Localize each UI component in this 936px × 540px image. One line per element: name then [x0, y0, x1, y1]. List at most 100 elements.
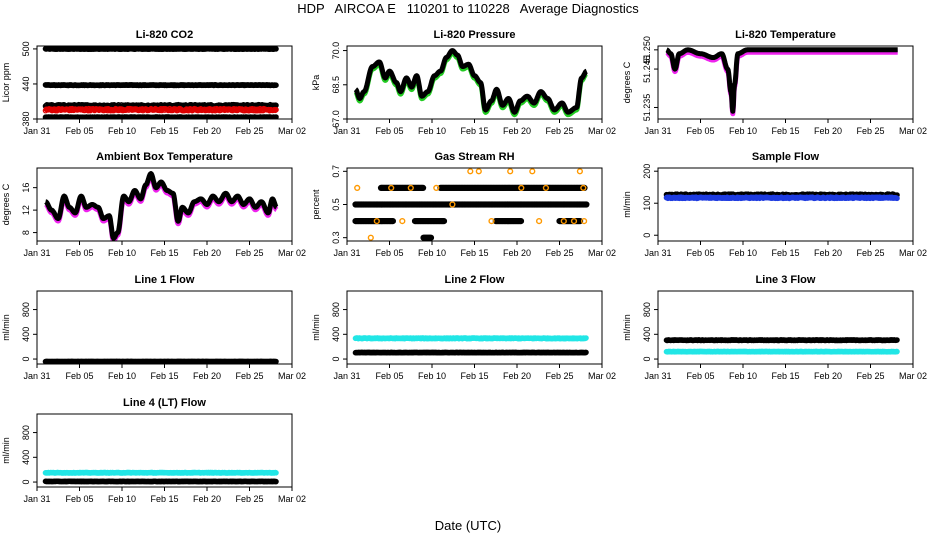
panel-sample-flow: Sample Flowml/min0100200Jan 31 Feb 05 Feb … — [622, 151, 927, 258]
y-axis-label: ml/min — [1, 437, 11, 464]
x-tick-label: Jan 31 — [23, 494, 50, 504]
x-tick-label: Feb 05 — [686, 248, 714, 258]
x-tick-label: Feb 15 — [150, 494, 178, 504]
x-tick-label: Feb 20 — [814, 126, 842, 136]
x-tick-label: Feb 10 — [418, 126, 446, 136]
y-axis-label: degrees C — [622, 61, 632, 103]
panel-title: Line 3 Flow — [756, 274, 816, 286]
series-line — [46, 174, 277, 239]
panel-title: Line 2 Flow — [445, 274, 505, 286]
panel-title: Gas Stream RH — [434, 151, 514, 163]
y-tick-label: 400 — [642, 327, 652, 342]
series-line-3-lo — [664, 349, 899, 354]
series-flow-b — [664, 195, 899, 201]
x-tick-label: Feb 05 — [65, 371, 93, 381]
data-marks — [43, 46, 278, 119]
plot-grid: Li-820 CO2Licor ppm380440500Jan 31 Feb 05… — [0, 0, 936, 540]
y-tick-label: 0 — [21, 480, 31, 485]
y-tick-label: 800 — [642, 302, 652, 317]
panel-gas-stream-rh: Gas Stream RHpercent0.30.50.7Jan 31 Feb 0… — [311, 151, 616, 258]
x-tick-label: Feb 15 — [771, 371, 799, 381]
x-tick-label: Mar 02 — [278, 126, 306, 136]
x-tick-label: Feb 25 — [545, 248, 573, 258]
series-line — [667, 50, 898, 112]
panel-li-820-co2: Li-820 CO2Licor ppm380440500Jan 31 Feb 05… — [1, 29, 306, 136]
y-tick-label: 0.5 — [331, 198, 341, 211]
diagnostics-figure: HDP AIRCOA E 110201 to 110228 Average Di… — [0, 0, 936, 540]
series-line-1 — [43, 359, 278, 364]
panel-frame — [658, 168, 913, 241]
y-tick-label: 0 — [331, 357, 341, 362]
y-axis-label: percent — [311, 189, 321, 220]
x-tick-label: Mar 02 — [899, 371, 927, 381]
y-tick-label: 0 — [21, 357, 31, 362]
y-axis-label: ml/min — [1, 314, 11, 341]
data-point — [530, 169, 535, 174]
x-tick-label: Feb 10 — [418, 248, 446, 258]
panel-title: Line 4 (LT) Flow — [123, 397, 206, 409]
x-tick-label: Feb 10 — [418, 371, 446, 381]
y-tick-label: 68.5 — [331, 76, 341, 94]
x-tick-label: Jan 31 — [23, 371, 50, 381]
y-axis-label: ml/min — [622, 314, 632, 341]
x-tick-label: Feb 25 — [235, 126, 263, 136]
x-tick-label: Feb 05 — [65, 126, 93, 136]
data-point — [355, 186, 360, 191]
y-tick-label: 440 — [21, 76, 31, 91]
x-tick-label: Feb 05 — [686, 126, 714, 136]
x-tick-label: Feb 10 — [729, 248, 757, 258]
x-tick-label: Feb 05 — [686, 371, 714, 381]
x-tick-label: Jan 31 — [644, 248, 671, 258]
series-rh-bands — [353, 186, 589, 241]
x-tick-label: Jan 31 — [333, 248, 360, 258]
data-marks — [43, 359, 278, 364]
x-tick-label: Feb 15 — [771, 248, 799, 258]
panel-ambient-box-temperature: Ambient Box Temperaturedegrees C81216Jan… — [1, 151, 306, 258]
x-tick-label: Feb 25 — [235, 494, 263, 504]
x-tick-label: Mar 02 — [588, 371, 616, 381]
data-marks — [356, 51, 587, 115]
y-axis-label: degrees C — [1, 183, 11, 225]
y-tick-label: 200 — [642, 164, 652, 179]
data-point — [508, 169, 513, 174]
x-tick-label: Feb 15 — [150, 248, 178, 258]
series-tank-high — [43, 46, 278, 51]
y-tick-label: 800 — [331, 302, 341, 317]
y-tick-label: 12 — [21, 205, 31, 215]
x-tick-label: Feb 20 — [503, 126, 531, 136]
series-temperature — [667, 50, 898, 114]
y-tick-label: 70.0 — [331, 42, 341, 60]
x-tick-label: Feb 20 — [503, 248, 531, 258]
y-tick-label: 800 — [21, 302, 31, 317]
x-tick-label: Feb 15 — [150, 371, 178, 381]
y-tick-label: 400 — [21, 450, 31, 465]
data-point — [468, 169, 473, 174]
x-tick-label: Feb 20 — [814, 248, 842, 258]
data-marks — [46, 174, 277, 241]
y-tick-label: 0.3 — [331, 231, 341, 244]
x-tick-label: Mar 02 — [588, 248, 616, 258]
panel-line-3-flow: Line 3 Flowml/min0400800Jan 31 Feb 05 Feb … — [622, 274, 927, 381]
x-tick-label: Feb 25 — [856, 371, 884, 381]
x-tick-label: Feb 25 — [235, 371, 263, 381]
x-tick-label: Feb 25 — [545, 371, 573, 381]
x-tick-label: Feb 10 — [729, 371, 757, 381]
x-tick-label: Jan 31 — [333, 371, 360, 381]
y-axis-label: Licor ppm — [1, 63, 11, 103]
data-point — [578, 169, 583, 174]
y-axis-label: ml/min — [622, 191, 632, 218]
x-tick-label: Mar 02 — [899, 248, 927, 258]
x-tick-label: Feb 05 — [65, 494, 93, 504]
x-tick-label: Feb 10 — [108, 494, 136, 504]
x-tick-label: Jan 31 — [333, 126, 360, 136]
data-point — [476, 169, 481, 174]
y-tick-label: 8 — [21, 230, 31, 235]
series-halo — [46, 176, 277, 241]
data-point — [400, 219, 405, 224]
x-tick-label: Feb 25 — [856, 248, 884, 258]
x-tick-label: Jan 31 — [644, 126, 671, 136]
